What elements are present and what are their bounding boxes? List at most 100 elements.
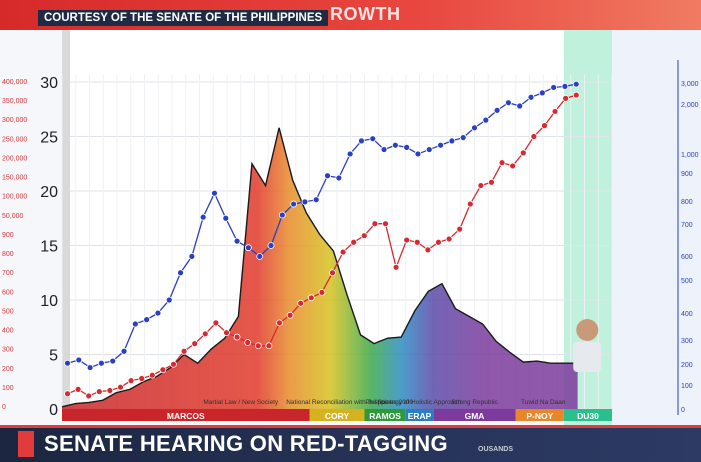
era-annotation: Martial Law / New Society [203, 399, 279, 406]
y-tick-label: 15 [40, 239, 58, 256]
series-1-point [244, 339, 252, 346]
area-outline [61, 127, 578, 408]
series-1-point [530, 133, 538, 140]
series-0-point [448, 137, 456, 145]
left-secondary-tick: 200,000 [2, 155, 27, 162]
left-secondary-tick: 100 [2, 385, 14, 392]
era-annotation: Strong Republic [451, 399, 498, 406]
left-secondary-tick: 300,000 [2, 117, 27, 124]
series-0-point [493, 106, 501, 114]
series-0-point [561, 82, 569, 90]
series-0-point [98, 359, 105, 367]
left-secondary-tick: 350,000 [2, 98, 27, 105]
series-1-point [339, 248, 347, 256]
series-1-point [127, 377, 135, 385]
era-label: ERAP [408, 411, 432, 421]
series-0-point [459, 134, 467, 141]
left-secondary-tick: 800 [2, 251, 14, 258]
series-0-point [391, 141, 399, 149]
y-tick-label: 20 [40, 184, 58, 201]
left-secondary-tick: 400,000 [2, 79, 27, 86]
era-bar-p-noy [515, 409, 564, 421]
series-0-point [437, 141, 444, 149]
left-secondary-tick: 150,000 [2, 175, 27, 182]
series-1-point [233, 333, 241, 341]
series-1-point [360, 232, 368, 240]
left-secondary-tick: 250,000 [2, 136, 27, 143]
left-secondary-tick: 600 [2, 289, 14, 296]
series-0-point [527, 93, 535, 101]
series-0-point [335, 174, 343, 182]
series-0-point [403, 143, 411, 151]
left-secondary-tick: 100,000 [2, 194, 27, 201]
series-0-point [120, 347, 128, 355]
right-secondary-tick: 0 [681, 407, 685, 414]
series-1-point [148, 371, 156, 379]
series-1-point [201, 330, 209, 338]
era-annotation: Tuwid Na Daan [521, 399, 566, 406]
right-secondary-tick: 2,000 [681, 102, 699, 109]
era-label: GMA [465, 411, 485, 421]
right-secondary-tick: 1,000 [681, 152, 699, 159]
series-1-point [551, 108, 559, 115]
series-1-point [318, 288, 326, 296]
series-0-point [425, 146, 433, 153]
series-0-point [211, 189, 218, 197]
series-0-point [538, 89, 546, 97]
series-1-point [74, 385, 82, 393]
series-1-point [329, 269, 336, 277]
right-secondary-tick: 300 [681, 338, 693, 345]
series-1-point [541, 122, 548, 129]
era-label: P-NOY [526, 411, 553, 421]
series-1-point [159, 366, 167, 374]
series-1-point [509, 162, 517, 170]
series-1-point [95, 388, 103, 395]
series-1-point [424, 246, 432, 254]
lower-third-edge [18, 431, 34, 457]
series-1-point [488, 178, 495, 186]
y-tick-label: 30 [40, 75, 58, 92]
series-1-point [138, 375, 146, 382]
left-secondary-tick: 300 [2, 347, 14, 354]
axis-fragment: OUSANDS [478, 446, 514, 453]
series-1-point [371, 220, 379, 228]
series-1-point [466, 200, 474, 208]
series-1-point [64, 390, 71, 398]
series-1-point [382, 220, 389, 228]
series-0-point [188, 252, 196, 260]
series-1-point [350, 238, 358, 246]
right-secondary-tick: 500 [681, 278, 693, 285]
era-label: DU30 [577, 411, 599, 421]
series-0-point [222, 214, 230, 222]
series-0-point [244, 244, 252, 252]
series-1-point [106, 387, 114, 394]
series-1-point [392, 263, 400, 271]
y-tick-label: 5 [49, 348, 58, 365]
left-secondary-tick: 700 [2, 270, 14, 277]
series-1-point [212, 319, 220, 327]
series-0-point [346, 150, 354, 158]
right-secondary-tick: 800 [681, 199, 693, 206]
left-secondary-tick: 500 [2, 308, 14, 315]
chart-title-fragment: ROWTH [330, 4, 401, 24]
left-secondary-tick: 400 [2, 328, 14, 335]
era-bar-erap [405, 409, 434, 421]
series-1-point [265, 342, 273, 350]
series-line-0 [67, 83, 577, 369]
right-secondary-tick: 600 [681, 254, 693, 261]
series-0-point [267, 242, 275, 249]
era-label: RAMOS [369, 411, 401, 421]
series-0-point [482, 116, 490, 124]
series-0-point [131, 320, 139, 328]
era-bar-ramos [364, 409, 406, 421]
era-annotation: Strategy of Holistic Approach [378, 399, 462, 406]
series-1-point [286, 311, 294, 319]
right-axis-panel [612, 30, 701, 425]
series-0-point [64, 359, 71, 367]
right-secondary-tick: 400 [681, 311, 693, 318]
series-0-point [358, 137, 365, 145]
series-0-point [471, 124, 478, 132]
era-bar-cory [309, 409, 365, 421]
